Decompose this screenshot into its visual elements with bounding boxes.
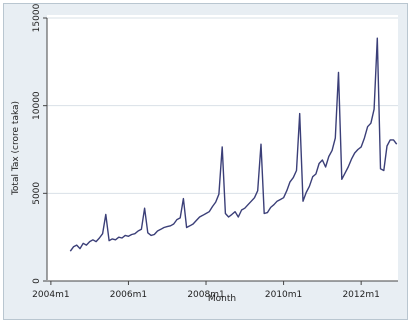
y-axis-ticks: 0 5000 10000 15000: [32, 3, 47, 284]
y-tick-label: 10000: [32, 91, 42, 120]
x-axis-ticks: 2004m1 2006m1 2008m1 2010m1 2012m1: [32, 281, 380, 300]
x-axis-title: Month: [208, 294, 236, 304]
x-tick-label: 2010m1: [265, 290, 302, 300]
y-tick-label: 0: [32, 278, 42, 284]
x-tick-label: 2004m1: [32, 290, 69, 300]
y-tick-label: 5000: [32, 182, 42, 205]
x-tick-label: 2006m1: [110, 290, 147, 300]
x-tick-label: 2008m1: [187, 290, 224, 300]
y-axis-title: Total Tax (crore taka): [11, 101, 21, 196]
x-tick-label: 2012m1: [342, 290, 379, 300]
series-line: [69, 37, 398, 252]
y-tick-label: 15000: [32, 3, 42, 32]
